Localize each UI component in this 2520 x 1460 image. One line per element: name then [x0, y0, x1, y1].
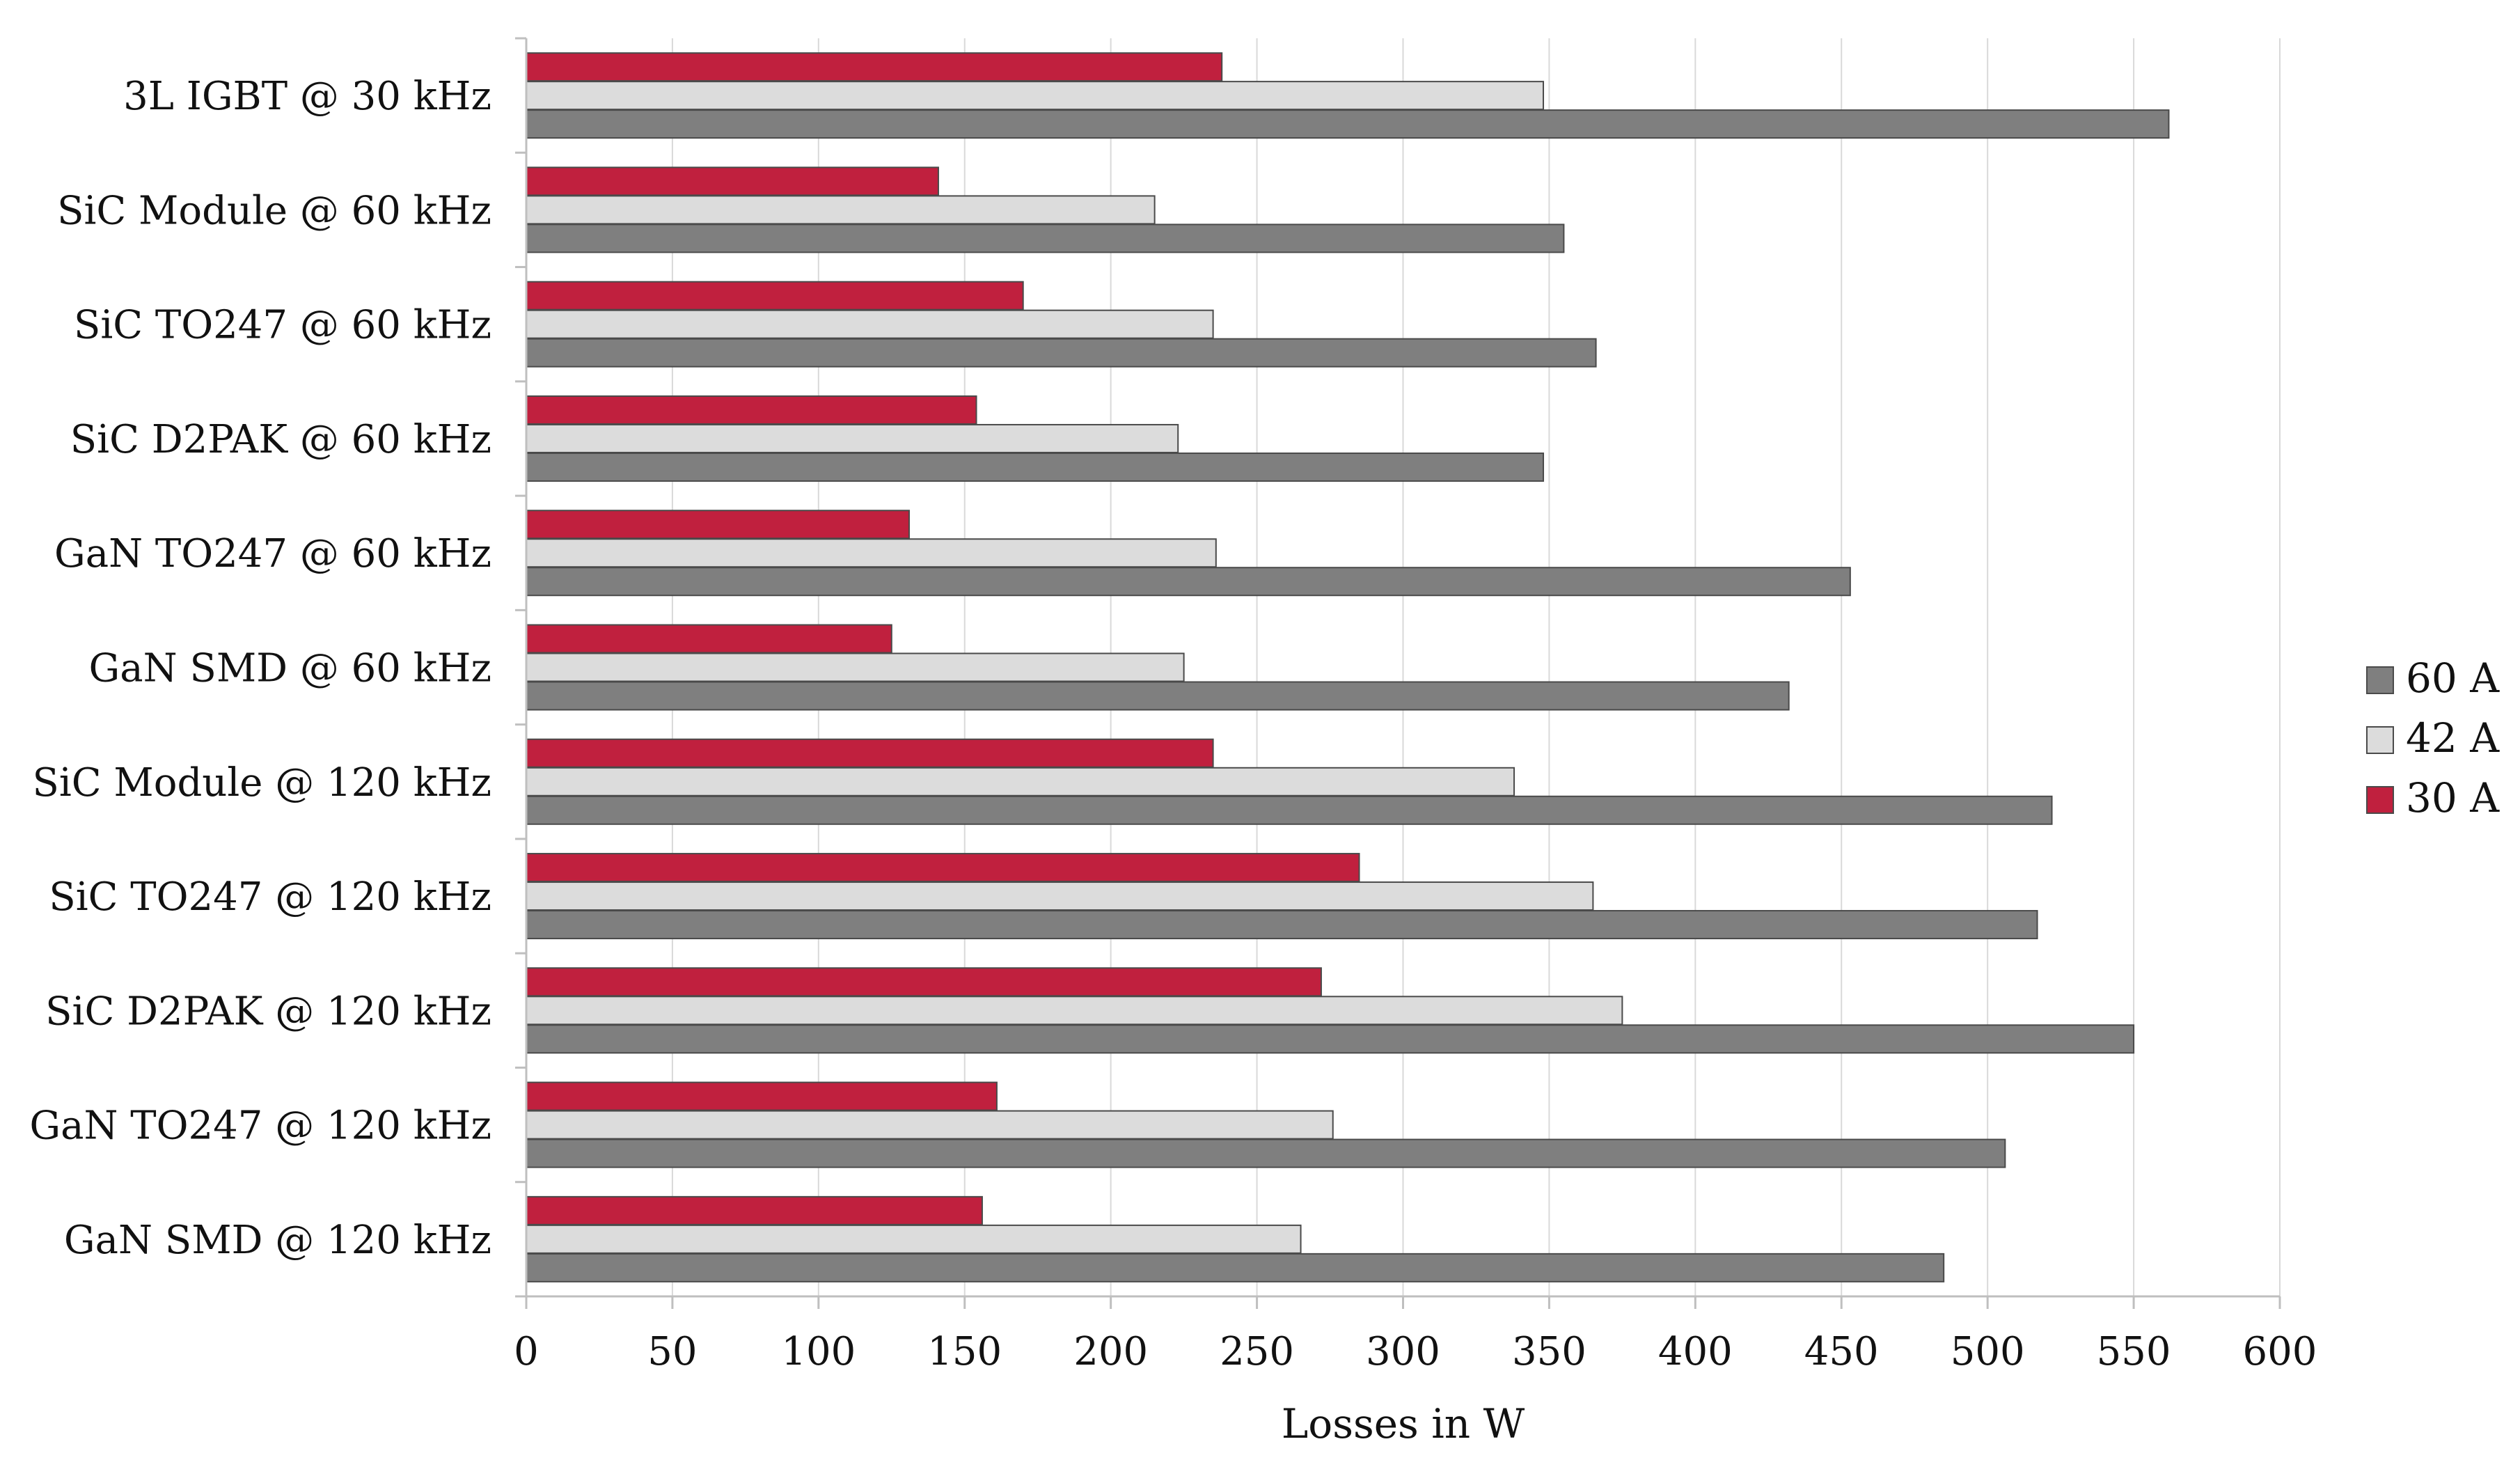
bar-30a-10 [526, 1195, 983, 1225]
legend-label: 60 A [2406, 654, 2500, 702]
bar-42a-6 [526, 767, 1515, 796]
bar-42a-9 [526, 1110, 1334, 1140]
bar-30a-3 [526, 395, 977, 425]
category-label: 3L IGBT @ 30 kHz [123, 74, 491, 119]
category-label: GaN TO247 @ 120 kHz [29, 1104, 491, 1149]
x-tick-label: 600 [2243, 1329, 2317, 1374]
bar-60a-9 [526, 1138, 2006, 1168]
category-label: SiC D2PAK @ 60 kHz [70, 417, 491, 462]
x-tick-label: 100 [781, 1329, 856, 1374]
bar-30a-0 [526, 52, 1223, 82]
bar-30a-1 [526, 166, 939, 196]
bar-30a-4 [526, 510, 910, 540]
x-tick-label: 400 [1658, 1329, 1733, 1374]
bar-60a-2 [526, 338, 1597, 368]
bar-30a-9 [526, 1081, 998, 1111]
category-label: GaN SMD @ 60 kHz [89, 646, 491, 691]
x-tick-label: 550 [2097, 1329, 2171, 1374]
bar-60a-3 [526, 452, 1545, 482]
bar-60a-5 [526, 681, 1790, 711]
bars [526, 52, 2170, 1282]
bar-60a-0 [526, 109, 2170, 139]
x-tick-labels: 0 50 100 150 200 250 300 350 400 450 500 550 600 [514, 1329, 2317, 1374]
x-tick-label: 0 [514, 1329, 539, 1374]
x-axis-title: Losses in W [1282, 1400, 1525, 1447]
bar-42a-10 [526, 1224, 1302, 1254]
x-tick-label: 50 [647, 1329, 697, 1374]
bar-30a-6 [526, 738, 1214, 768]
category-label: GaN SMD @ 120 kHz [64, 1218, 491, 1263]
category-label: SiC TO247 @ 60 kHz [74, 303, 491, 348]
category-label: SiC D2PAK @ 120 kHz [45, 989, 491, 1034]
bar-30a-5 [526, 624, 892, 654]
x-tick-label: 200 [1073, 1329, 1148, 1374]
bar-30a-2 [526, 281, 1024, 311]
bar-42a-3 [526, 423, 1179, 453]
legend-swatch-30a [2366, 786, 2394, 814]
bar-60a-1 [526, 223, 1565, 253]
category-labels: 3L IGBT @ 30 kHz SiC Module @ 60 kHz SiC T… [29, 74, 491, 1263]
legend-swatch-60a [2366, 666, 2394, 694]
bar-42a-5 [526, 652, 1185, 682]
axes [515, 37, 2281, 1309]
bar-42a-2 [526, 309, 1214, 339]
bar-42a-1 [526, 195, 1156, 225]
bar-60a-4 [526, 567, 1851, 597]
x-tick-label: 300 [1366, 1329, 1440, 1374]
x-tick-label: 500 [1951, 1329, 2025, 1374]
bar-42a-0 [526, 81, 1545, 111]
x-tick-label: 450 [1804, 1329, 1879, 1374]
bar-42a-8 [526, 996, 1623, 1026]
bar-60a-6 [526, 795, 2053, 825]
bar-42a-7 [526, 881, 1594, 911]
x-tick-label: 350 [1512, 1329, 1586, 1374]
category-label: SiC TO247 @ 120 kHz [49, 874, 491, 920]
bar-60a-10 [526, 1253, 1945, 1282]
legend: 60 A 42 A 30 A [2366, 654, 2500, 822]
legend-label: 30 A [2406, 774, 2500, 822]
bar-60a-8 [526, 1024, 2135, 1054]
legend-swatch-42a [2366, 726, 2394, 754]
x-tick-label: 250 [1220, 1329, 1294, 1374]
x-tick-label: 150 [927, 1329, 1002, 1374]
legend-label: 42 A [2406, 714, 2500, 762]
bar-42a-4 [526, 538, 1217, 568]
bar-60a-7 [526, 910, 2038, 940]
category-label: GaN TO247 @ 60 kHz [54, 531, 491, 576]
bar-30a-8 [526, 967, 1322, 997]
category-label: SiC Module @ 60 kHz [57, 188, 491, 233]
category-label: SiC Module @ 120 kHz [32, 760, 491, 806]
bar-30a-7 [526, 853, 1360, 883]
